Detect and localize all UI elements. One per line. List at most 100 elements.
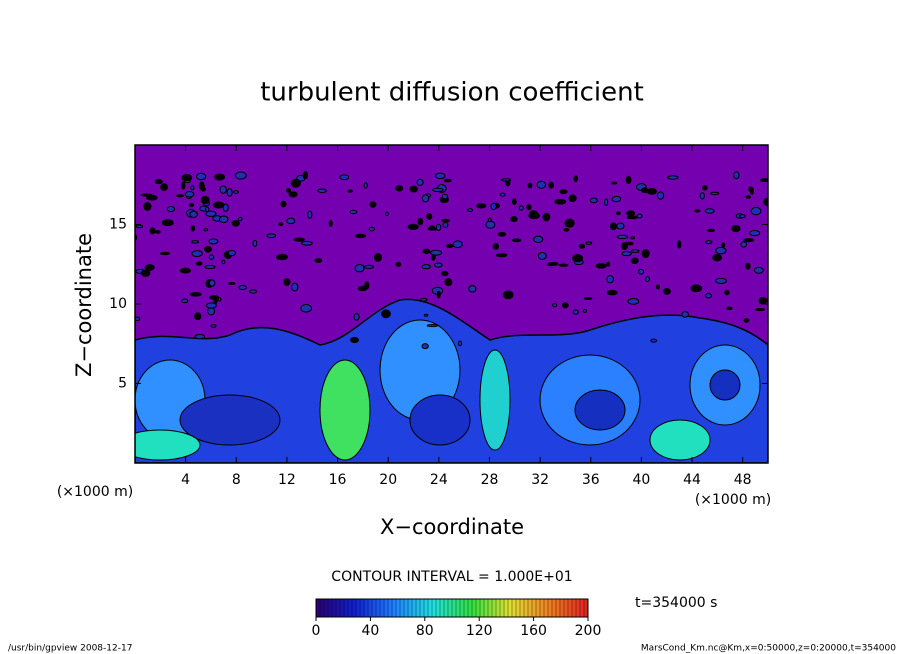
contour-blob bbox=[280, 200, 287, 208]
contour-blob bbox=[611, 181, 618, 185]
contour-blob bbox=[307, 210, 313, 219]
contour-blob bbox=[194, 312, 202, 321]
contour-blob bbox=[476, 203, 487, 209]
contour-blob bbox=[701, 185, 708, 191]
contour-blob bbox=[159, 251, 171, 256]
contour-blob bbox=[218, 215, 229, 224]
contour-blob bbox=[582, 309, 588, 313]
y-tick-label: 10 bbox=[109, 296, 127, 312]
contour-blob bbox=[441, 218, 451, 223]
contour-blob bbox=[704, 208, 715, 214]
contour-blob bbox=[656, 191, 665, 200]
contour-blob bbox=[184, 190, 195, 198]
contour-blob bbox=[690, 284, 703, 293]
contour-blob bbox=[140, 269, 151, 277]
contour-blob bbox=[583, 296, 593, 301]
contour-blob bbox=[518, 205, 524, 211]
contour-blob bbox=[564, 218, 575, 228]
contour-blob bbox=[222, 203, 229, 212]
contour-blob bbox=[135, 224, 144, 229]
contour-blob bbox=[363, 182, 368, 189]
contour-blob bbox=[510, 216, 518, 223]
contour-blob bbox=[604, 198, 609, 207]
contour-blob bbox=[205, 210, 217, 218]
contour-blob bbox=[667, 175, 679, 180]
contour-blob bbox=[533, 235, 544, 243]
contour-blob bbox=[694, 209, 701, 213]
footer-right: MarsCond_Km.nc@Km,x=0:50000,z=0:20000,t=… bbox=[641, 644, 896, 654]
contour-blob bbox=[368, 226, 375, 232]
contour-blob bbox=[149, 227, 156, 235]
contour-blob bbox=[440, 270, 449, 277]
contour-blob bbox=[427, 227, 438, 231]
y-tick-label: 15 bbox=[109, 217, 127, 233]
contour-blob bbox=[468, 285, 477, 293]
contour-blob bbox=[145, 194, 158, 201]
contour-blob bbox=[511, 198, 517, 206]
contour-blob bbox=[290, 178, 301, 188]
contour-blob bbox=[740, 241, 748, 248]
contour-blob bbox=[419, 297, 428, 302]
contour-blob bbox=[353, 312, 360, 321]
contour-blob bbox=[677, 240, 682, 250]
colorbar-tick-label: 0 bbox=[312, 623, 321, 639]
contour-blob bbox=[432, 187, 444, 193]
contour-blob bbox=[219, 185, 227, 194]
chart-title: turbulent diffusion coefficient bbox=[260, 78, 644, 108]
contour-blob bbox=[763, 197, 768, 207]
contour-blob bbox=[144, 264, 155, 271]
contour-blob bbox=[421, 264, 431, 270]
contour-blob bbox=[426, 213, 433, 220]
contour-blob bbox=[630, 249, 640, 253]
contour-blob bbox=[354, 263, 365, 273]
contour-blob bbox=[760, 178, 768, 183]
field-patch bbox=[319, 359, 371, 461]
contour-blob bbox=[554, 198, 567, 205]
contour-blob bbox=[417, 217, 424, 226]
contour-blob bbox=[363, 264, 375, 269]
contour-blob bbox=[724, 289, 730, 296]
contour-blob bbox=[443, 178, 452, 183]
contour-blob bbox=[721, 242, 726, 248]
y-axis-label: Z−coordinate bbox=[72, 233, 96, 377]
contour-blob bbox=[210, 324, 217, 328]
contour-blob bbox=[745, 262, 751, 270]
contour-blob bbox=[630, 257, 639, 264]
contour-blob bbox=[750, 206, 762, 216]
colorbar-tick-label: 160 bbox=[520, 623, 547, 639]
contour-blob bbox=[499, 192, 506, 197]
contour-blob bbox=[441, 193, 449, 200]
contour-blob bbox=[179, 267, 191, 274]
contour-blob bbox=[231, 219, 240, 227]
contour-blob bbox=[357, 285, 368, 292]
contour-blob bbox=[715, 246, 727, 255]
contour-blob bbox=[709, 191, 720, 196]
contour-blob bbox=[444, 278, 453, 287]
contour-blob bbox=[595, 263, 607, 269]
contour-blob bbox=[512, 238, 522, 243]
contour-blob bbox=[188, 203, 195, 208]
contour-blob bbox=[585, 241, 593, 245]
contour-blob bbox=[445, 243, 454, 249]
colorbar-lines: 0 40 80 120 160 200 bbox=[312, 599, 601, 639]
contour-blob bbox=[466, 208, 474, 212]
contour-blob bbox=[457, 340, 463, 347]
contour-blob bbox=[655, 284, 661, 290]
contour-blob bbox=[189, 210, 198, 218]
contour-blob bbox=[645, 276, 650, 283]
contour-blob bbox=[226, 188, 233, 197]
contour-blob bbox=[650, 338, 658, 343]
contour-blob bbox=[154, 179, 163, 185]
x-tick-label: 32 bbox=[531, 472, 549, 488]
contour-blob bbox=[190, 225, 196, 232]
contour-blob bbox=[155, 230, 161, 234]
contour-blob bbox=[161, 219, 174, 227]
contour-blob bbox=[328, 219, 333, 227]
contour-blob bbox=[317, 188, 327, 194]
contour-blob bbox=[547, 262, 554, 267]
contour-blob bbox=[731, 225, 741, 233]
x-tick-label: 8 bbox=[232, 472, 241, 488]
contour-blob bbox=[143, 202, 152, 211]
x-unit-label: (×1000 m) bbox=[695, 492, 771, 508]
